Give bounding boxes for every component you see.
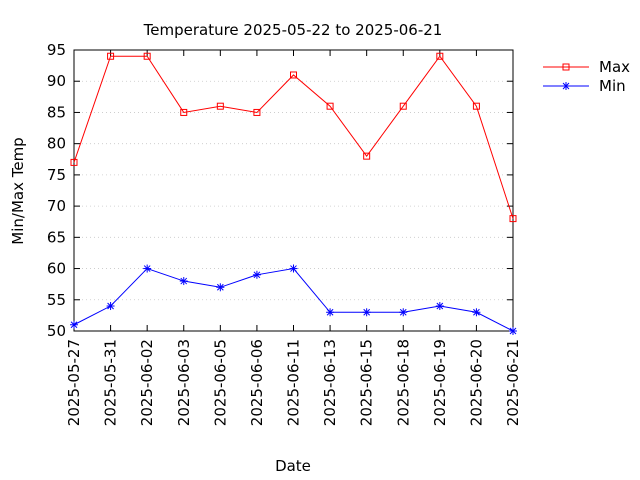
data-point-star [509, 327, 517, 335]
data-point-square [509, 215, 517, 223]
star-stroke [363, 308, 371, 316]
star-stroke [509, 327, 517, 335]
data-point-star [252, 270, 261, 279]
data-point-square [562, 63, 570, 71]
star-stroke [290, 265, 297, 272]
data-point-square [399, 102, 407, 110]
x-tick-label: 2025-06-02 [138, 339, 156, 426]
data-point-star [562, 82, 570, 90]
y-axis: 50 55 60 65 70 75 80 85 90 95 [47, 41, 513, 340]
y-tick-label: 70 [47, 197, 66, 215]
data-point-star [399, 308, 408, 317]
star-stroke [326, 308, 334, 316]
data-point-square [290, 71, 297, 79]
star-stroke [473, 308, 480, 316]
x-axis: 2025-05-27 2025-05-31 2025-06-02 2025-06-03… [65, 50, 522, 426]
star-stroke [253, 271, 261, 279]
legend-label: Max [599, 58, 630, 76]
legend-item-min: Min [543, 77, 626, 95]
y-tick-label: 80 [47, 135, 66, 153]
data-point-square [363, 152, 371, 160]
chart-title: Temperature 2025-05-22 to 2025-06-21 [143, 21, 443, 39]
data-point-star [143, 264, 152, 273]
y-tick-label: 85 [47, 103, 66, 121]
star-stroke [143, 265, 151, 272]
star-stroke [562, 82, 570, 90]
data-point-square [326, 102, 334, 110]
data-point-star [289, 264, 298, 273]
data-point-square [143, 52, 151, 60]
series-min [70, 264, 517, 335]
y-tick-label: 65 [47, 228, 66, 246]
data-point-star [216, 283, 225, 292]
star-stroke [107, 302, 114, 310]
x-tick-label: 2025-06-21 [504, 339, 522, 426]
x-axis-label: Date [275, 457, 311, 475]
data-point-star [362, 308, 371, 317]
y-tick-label: 55 [47, 291, 66, 309]
legend-label: Min [599, 77, 626, 95]
y-axis-label: Min/Max Temp [9, 137, 27, 244]
series-line-max [73, 55, 514, 219]
data-point-square [70, 158, 78, 166]
data-point-square [107, 52, 115, 60]
data-point-square [216, 102, 224, 110]
data-point-square [472, 102, 480, 110]
x-tick-label: 2025-06-13 [321, 339, 339, 426]
star-stroke [180, 277, 188, 285]
y-tick-label: 90 [47, 72, 66, 90]
y-tick-label: 95 [47, 41, 66, 59]
data-point-square [180, 108, 188, 116]
legend-item-max: Max [543, 58, 630, 76]
series-group [70, 52, 517, 335]
plot-frame [73, 49, 514, 332]
star-stroke [216, 283, 224, 291]
x-tick-label: 2025-05-27 [65, 339, 83, 426]
y-tick-label: 75 [47, 166, 66, 184]
star-stroke [399, 308, 407, 316]
x-tick-label: 2025-06-06 [248, 339, 266, 426]
x-tick-label: 2025-06-11 [285, 339, 303, 426]
data-point-star [70, 320, 78, 329]
data-point-star [435, 302, 444, 311]
data-point-star [106, 302, 115, 311]
series-max [70, 52, 517, 223]
data-point-square [436, 52, 444, 60]
star-stroke [70, 321, 78, 329]
x-tick-label: 2025-06-18 [394, 339, 412, 426]
x-tick-label: 2025-06-19 [431, 339, 449, 426]
data-point-square [253, 108, 261, 116]
x-tick-label: 2025-06-20 [467, 339, 485, 426]
data-point-star [472, 308, 481, 317]
x-tick-label: 2025-06-03 [175, 339, 193, 426]
x-tick-label: 2025-06-05 [211, 339, 229, 426]
y-tick-label: 50 [47, 322, 66, 340]
data-point-star [326, 308, 335, 317]
data-point-star [179, 277, 188, 286]
x-tick-label: 2025-05-31 [102, 339, 120, 426]
star-stroke [436, 302, 444, 310]
y-tick-label: 60 [47, 260, 66, 278]
series-line-min [73, 267, 514, 332]
x-tick-label: 2025-06-15 [358, 339, 376, 426]
